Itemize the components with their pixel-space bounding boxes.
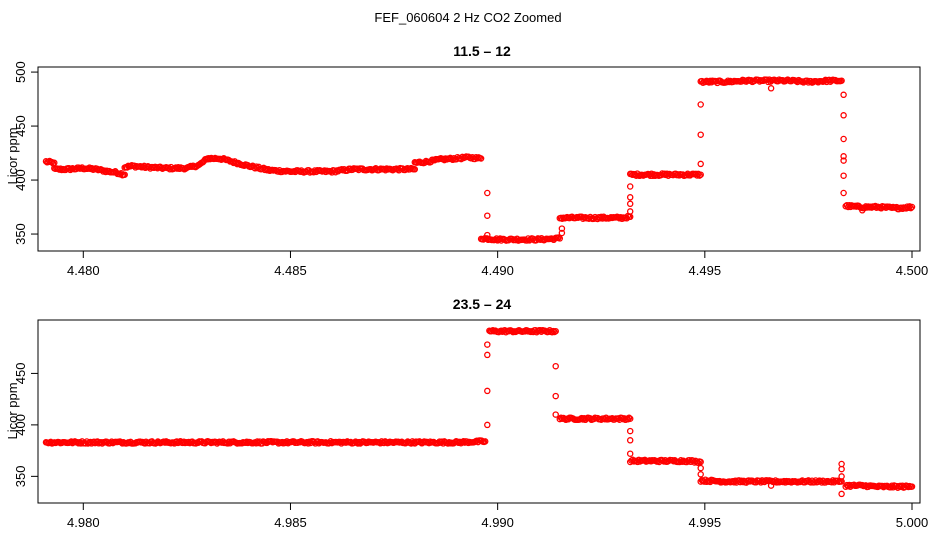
data-point (548, 328, 556, 336)
data-point (626, 427, 634, 435)
x-tick-label-top: 4.485 (274, 263, 307, 278)
y-tick-label-top: 350 (13, 223, 28, 245)
data-point (481, 438, 489, 445)
data-point (905, 204, 912, 212)
x-tick-label-bottom: 4.985 (274, 515, 307, 530)
data-point (840, 157, 847, 164)
figure-title: FEF_060604 2 Hz CO2 Zoomed (374, 10, 561, 25)
data-point (908, 483, 916, 490)
data-point (697, 171, 704, 178)
x-tick-label-bottom: 4.980 (67, 515, 100, 530)
x-tick-label-top: 4.500 (896, 263, 929, 278)
y-tick-label-bottom: 400 (13, 414, 28, 436)
data-point (626, 450, 634, 457)
data-point (411, 166, 419, 173)
data-point (626, 415, 634, 422)
data-point (697, 458, 704, 466)
data-point (552, 327, 559, 335)
x-tick-label-bottom: 4.995 (689, 515, 722, 530)
data-point (477, 155, 485, 162)
data-point (484, 387, 491, 395)
data-point (484, 421, 491, 429)
data-point (907, 204, 915, 212)
panel-title-bottom: 23.5 – 24 (453, 296, 512, 312)
data-point (626, 437, 634, 444)
data-point (558, 229, 566, 237)
plot-frame-bottom (37, 319, 921, 504)
data-point (697, 101, 704, 108)
data-point (626, 208, 634, 215)
data-point (556, 235, 564, 242)
data-point (697, 464, 704, 472)
x-tick-label-bottom: 5.000 (896, 515, 929, 530)
data-point (626, 194, 634, 201)
data-point (552, 362, 559, 370)
panel-top: 11.5 – 12 Licor ppm 4.480 4.485 4.490 4.495… (5, 43, 928, 278)
data-point (484, 212, 491, 219)
data-point (840, 189, 847, 197)
data-point (484, 351, 491, 359)
data-point (859, 207, 866, 214)
data-point (840, 153, 847, 160)
y-tick-label-bottom: 350 (13, 466, 28, 488)
data-point (552, 392, 559, 400)
y-tick-label-bottom: 450 (13, 363, 28, 385)
data-point (625, 414, 633, 422)
data-point (484, 189, 491, 197)
panel-title-top: 11.5 – 12 (453, 43, 511, 59)
y-tick-label-top: 500 (13, 61, 28, 83)
data-point (767, 85, 775, 92)
data-point (838, 77, 845, 84)
data-points-top (42, 76, 916, 244)
x-tick-label-top: 4.495 (689, 263, 722, 278)
data-point (697, 160, 704, 168)
data-point (626, 183, 634, 190)
y-tick-label-top: 400 (13, 169, 28, 191)
data-point (908, 203, 916, 211)
data-point (838, 460, 845, 468)
data-point (626, 200, 634, 208)
data-point (838, 473, 845, 480)
data-point (484, 341, 491, 348)
data-point (838, 490, 845, 498)
data-points-bottom (42, 326, 916, 498)
panel-bottom: 23.5 – 24 Licor ppm 4.980 4.985 4.990 4.995… (5, 296, 928, 530)
x-tick-label-bottom: 4.990 (481, 515, 514, 530)
data-point (767, 482, 775, 489)
data-point (121, 171, 128, 178)
data-point (840, 112, 847, 119)
data-point (552, 411, 559, 418)
y-axis-label-top: Licor ppm (5, 127, 20, 184)
data-point (484, 231, 491, 239)
data-point (697, 471, 704, 478)
plot-frame-top (37, 66, 921, 252)
x-tick-label-top: 4.480 (67, 263, 100, 278)
data-point (840, 135, 847, 143)
data-point (558, 225, 566, 232)
data-point (840, 172, 847, 179)
data-point (838, 465, 845, 473)
data-point (686, 457, 693, 464)
data-point (697, 131, 704, 138)
data-point (840, 91, 847, 99)
x-tick-label-top: 4.490 (481, 263, 514, 278)
y-axis-label-bottom: Licor ppm (5, 382, 20, 439)
y-tick-label-top: 450 (13, 115, 28, 137)
